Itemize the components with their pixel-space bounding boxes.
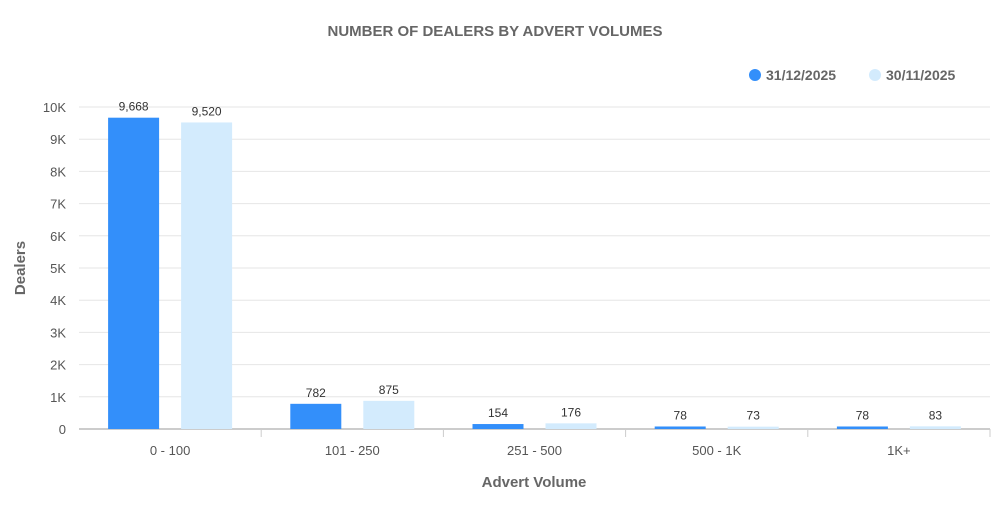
y-tick-label: 3K — [50, 325, 66, 340]
y-tick-label: 4K — [50, 293, 66, 308]
bar-light — [545, 423, 597, 429]
data-label: 78 — [674, 408, 688, 422]
data-label: 875 — [379, 383, 399, 397]
y-axis-label: Dealers — [12, 241, 29, 295]
data-label: 9,520 — [192, 104, 222, 118]
bars: 9,668 9,520 782 875 154 176 78 73 78 83 — [108, 100, 961, 430]
y-tick-label: 10K — [43, 100, 66, 115]
legend-marker — [749, 69, 761, 81]
y-axis-ticks: 0 1K 2K 3K 4K 5K 6K 7K 8K 9K 10K — [43, 100, 66, 437]
x-tick-label: 0 - 100 — [150, 443, 190, 458]
bar-light — [181, 122, 233, 430]
data-label: 154 — [488, 406, 508, 420]
bar-dark — [836, 426, 888, 429]
y-tick-label: 0 — [59, 422, 66, 437]
bar-light — [909, 426, 961, 429]
legend-label: 31/12/2025 — [766, 67, 836, 83]
chart-title: NUMBER OF DEALERS BY ADVERT VOLUMES — [327, 23, 662, 40]
data-label: 176 — [561, 405, 581, 419]
y-tick-label: 8K — [50, 164, 66, 179]
bar-dark — [654, 426, 706, 429]
data-label: 83 — [929, 408, 943, 422]
bar-light — [363, 400, 415, 429]
y-tick-label: 9K — [50, 132, 66, 147]
legend-label: 30/11/2025 — [886, 67, 956, 83]
y-tick-label: 5K — [50, 261, 66, 276]
x-tick-label: 500 - 1K — [692, 443, 741, 458]
bar-dark — [472, 424, 524, 429]
bar-light — [727, 426, 779, 429]
x-axis-label: Advert Volume — [482, 474, 587, 491]
y-tick-label: 7K — [50, 197, 66, 212]
data-label: 9,668 — [119, 100, 149, 114]
x-tick-label: 1K+ — [887, 443, 911, 458]
y-tick-label: 1K — [50, 390, 66, 405]
legend: 31/12/2025 30/11/2025 — [749, 67, 956, 83]
y-tick-label: 2K — [50, 358, 66, 373]
x-axis-ticks: 0 - 100 101 - 250 251 - 500 500 - 1K 1K+ — [150, 429, 991, 458]
data-label: 78 — [856, 408, 870, 422]
x-tick-label: 101 - 250 — [325, 443, 380, 458]
data-label: 73 — [747, 409, 761, 423]
y-tick-label: 6K — [50, 229, 66, 244]
x-tick-label: 251 - 500 — [507, 443, 562, 458]
legend-marker — [869, 69, 881, 81]
bar-dark — [290, 403, 342, 429]
bar-dark — [108, 117, 160, 429]
data-label: 782 — [306, 386, 326, 400]
